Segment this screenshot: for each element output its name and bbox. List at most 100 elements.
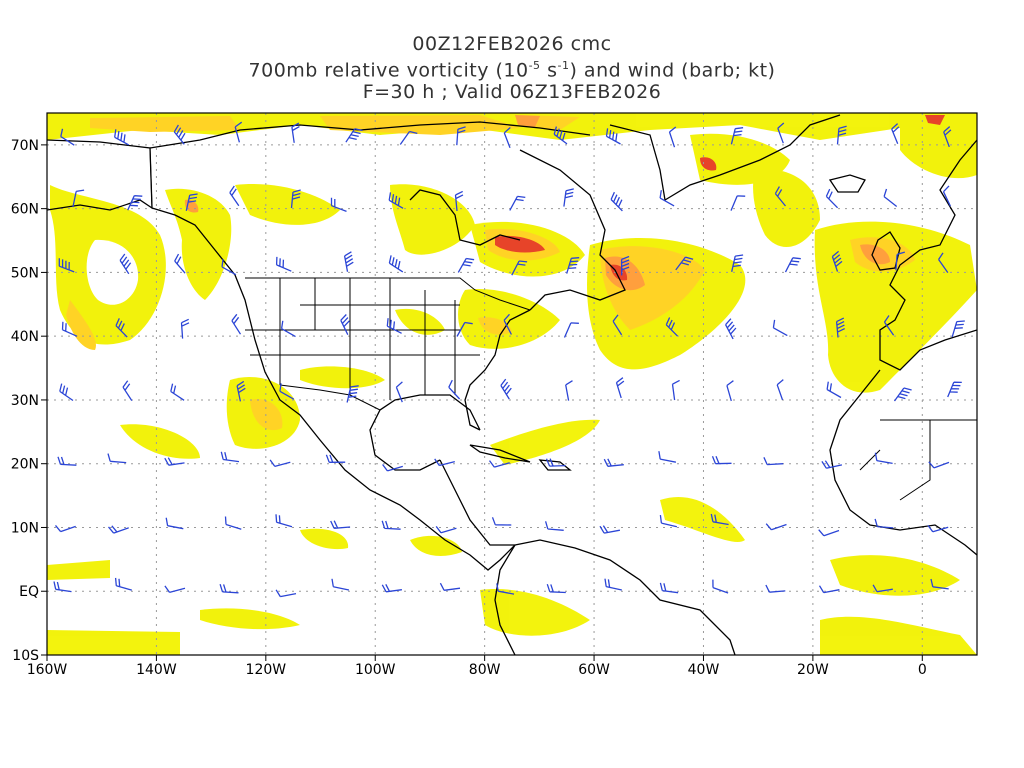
vort-canada-band [235, 184, 340, 225]
vort-trop-atlantic [660, 496, 745, 542]
lon-label: 60W [578, 662, 610, 678]
lat-label: 10S [12, 648, 39, 664]
wind-barb [872, 584, 893, 593]
wind-barb [659, 190, 675, 207]
lat-label: 10N [11, 520, 39, 536]
wind-barb [456, 126, 466, 146]
wind-barb [893, 387, 912, 402]
wind-barb [836, 125, 847, 145]
wind-barb [500, 378, 512, 400]
coast-uk [871, 231, 901, 271]
wind-barb [928, 461, 950, 469]
wind-barb [107, 525, 129, 534]
wind-barb [503, 127, 511, 149]
wind-barb [72, 189, 85, 208]
wind-barb [930, 578, 949, 590]
wind-barb [665, 317, 678, 337]
wind-barb [668, 126, 677, 148]
wind-barb [731, 254, 744, 272]
coast-south-am-west [494, 544, 516, 655]
border-africa [859, 419, 977, 501]
wind-barb [340, 314, 350, 335]
lon-label: 140W [136, 662, 177, 678]
wind-barb [114, 577, 132, 591]
wind-barb [457, 257, 475, 273]
wind-barb [61, 321, 78, 337]
coast-central-am [439, 459, 515, 546]
wind-barb [53, 581, 72, 593]
wind-barb [331, 578, 350, 591]
wind-barb [563, 188, 574, 207]
border-us-mexico [279, 384, 381, 411]
wind-barb [491, 517, 512, 526]
wind-barb [821, 460, 843, 469]
vort-greenland-max [700, 157, 717, 171]
wind-barb [818, 585, 840, 594]
wind-barb [180, 318, 190, 339]
vort-us-midwest [395, 308, 445, 335]
wind-barb [553, 126, 568, 145]
wind-barb [165, 517, 184, 530]
title-field-suffix: ) and wind (barb; kt) [569, 59, 776, 82]
wind-barb [826, 381, 842, 399]
longitude-labels: 160W 140W 120W 100W 80W 60W 40W 20W 0 [27, 662, 927, 678]
plot-area [47, 113, 977, 655]
wind-barb [511, 260, 528, 276]
wind-barb [509, 195, 526, 211]
wind-barb [565, 380, 573, 401]
lat-label: 20N [11, 457, 39, 473]
wind-barb [711, 455, 732, 465]
title-field: 700mb relative vorticity (10-5 s-1) and … [0, 55, 1024, 81]
wind-barb [675, 256, 694, 271]
title-field-mid: s [540, 59, 558, 82]
wind-barb [659, 582, 679, 594]
vorticity-shading [47, 113, 977, 655]
wind-barb [107, 453, 127, 464]
vort-europe [814, 221, 977, 393]
coast-alaska [47, 139, 516, 571]
wind-barb [603, 458, 624, 467]
wind-barb [605, 128, 621, 145]
wind-barb [229, 185, 240, 207]
wind-barb [57, 456, 77, 466]
wind-barb [927, 525, 949, 533]
lat-label: EQ [19, 584, 39, 600]
wind-barb [395, 381, 403, 403]
lat-label: 50N [11, 265, 39, 281]
wind-barb [231, 313, 242, 335]
title-field-prefix: 700mb relative vorticity (10 [248, 59, 529, 82]
wind-barb [290, 189, 301, 209]
wind-barb [221, 258, 237, 276]
wind-barb [114, 129, 130, 146]
wind-barb [765, 523, 787, 531]
wind-barb [710, 513, 729, 526]
wind-barb [456, 321, 473, 337]
us-states [245, 278, 480, 400]
wind-barb [269, 459, 291, 468]
lon-label: 120W [246, 662, 287, 678]
wind-barb [122, 380, 133, 401]
lat-label: 30N [11, 393, 39, 409]
wind-barb [279, 383, 295, 400]
vort-caribbean [490, 419, 600, 465]
axis-ticks [41, 144, 923, 661]
wind-barb [280, 320, 296, 338]
wind-barb [275, 589, 297, 598]
wind-barb [730, 127, 744, 145]
wind-barb [874, 452, 893, 465]
wind-barb [496, 583, 515, 595]
lon-label: 160W [27, 662, 68, 678]
wind-barb [174, 253, 186, 274]
lon-label: 80W [469, 662, 501, 678]
wind-barb [220, 451, 240, 463]
wind-barb [346, 385, 359, 403]
vort-norway-max [925, 115, 945, 125]
wind-barb [503, 313, 512, 335]
title-exp2: -1 [557, 59, 570, 72]
wind-barb [173, 124, 186, 145]
wind-barb [439, 582, 461, 591]
lon-label: 40W [688, 662, 720, 678]
wind-barb [275, 256, 292, 272]
boundaries [149, 147, 977, 501]
wind-barb [54, 524, 76, 533]
